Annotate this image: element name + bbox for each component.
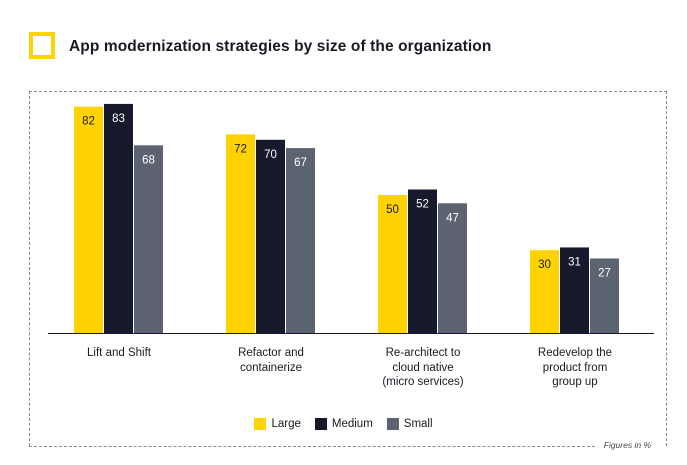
chart-frame	[29, 91, 667, 446]
bar-large-1	[226, 134, 255, 333]
bar-large-0	[74, 106, 103, 334]
bar-small-0	[134, 145, 163, 333]
data-label-large-0: 82	[82, 116, 95, 128]
data-label-large-2: 50	[386, 204, 399, 216]
data-label-small-1: 67	[294, 157, 307, 169]
chart-title: App modernization strategies by size of …	[69, 38, 492, 55]
category-label-1: Refactor and containerize	[238, 347, 304, 374]
category-label-2: Re-architect to cloud native (micro serv…	[382, 347, 464, 388]
category-label-0: Lift and Shift	[87, 347, 151, 359]
legend-item-medium: Medium	[314, 418, 373, 430]
legend-swatch-medium	[314, 418, 327, 430]
data-label-small-0: 68	[142, 154, 155, 166]
data-label-large-1: 72	[234, 143, 247, 155]
bar-medium-2	[408, 189, 437, 333]
chart-frame-bottom	[29, 446, 595, 447]
bar-medium-1	[256, 139, 285, 333]
legend-label-medium: Medium	[331, 418, 373, 430]
bar-small-3	[590, 258, 619, 333]
figures-footnote: Figures in %	[603, 440, 651, 450]
legend-item-large: Large	[254, 418, 301, 430]
bar-small-1	[286, 148, 315, 333]
data-label-medium-3: 31	[568, 256, 581, 268]
data-label-small-2: 47	[446, 212, 459, 224]
bar-large-3	[530, 250, 559, 333]
legend-label-small: Small	[403, 418, 433, 430]
bar-small-2	[438, 203, 467, 333]
data-label-large-3: 30	[538, 259, 551, 271]
data-label-small-3: 27	[598, 267, 611, 279]
legend-swatch-small	[386, 418, 399, 430]
legend-label-large: Large	[271, 418, 301, 430]
data-label-medium-1: 70	[264, 149, 277, 161]
data-label-medium-0: 83	[112, 113, 125, 125]
title-square-icon	[29, 32, 55, 59]
bar-medium-0	[104, 103, 133, 333]
data-label-medium-2: 52	[416, 198, 429, 210]
category-label-3: Redevelop the product from group up	[537, 347, 613, 388]
legend: Large Medium Small	[0, 418, 687, 430]
bar-medium-3	[560, 247, 589, 333]
bar-large-2	[378, 195, 407, 333]
legend-swatch-large	[254, 418, 267, 430]
legend-item-small: Small	[386, 418, 433, 430]
